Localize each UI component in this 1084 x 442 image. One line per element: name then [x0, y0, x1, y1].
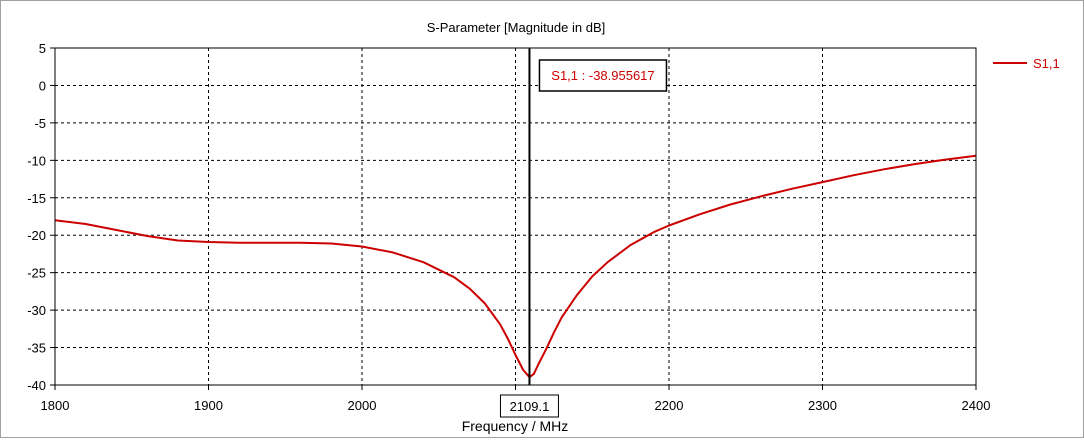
plot-border — [54, 47, 977, 386]
grid — [55, 48, 976, 385]
chart-title: S-Parameter [Magnitude in dB] — [427, 20, 605, 35]
y-tick-label: -35 — [27, 341, 46, 356]
y-tick-label: 0 — [39, 78, 46, 93]
x-tick-label: 2400 — [962, 398, 991, 413]
x-axis-label: Frequency / MHz — [462, 418, 569, 434]
x-tick-label: 1800 — [41, 398, 70, 413]
marker-value-label: S1,1 : -38.955617 — [551, 68, 654, 83]
marker-x-box — [499, 394, 559, 418]
marker-x-label: 2109.1 — [510, 399, 550, 414]
y-tick-label: 5 — [39, 41, 46, 56]
y-tick-label: -40 — [27, 378, 46, 393]
marker-value-box — [538, 59, 668, 92]
series-layer — [54, 154, 977, 379]
y-tick-label: -15 — [27, 191, 46, 206]
y-tick-label: -30 — [27, 303, 46, 318]
x-tick-label: 1900 — [194, 398, 223, 413]
y-tick-label: -20 — [27, 228, 46, 243]
legend: S1,1 — [993, 56, 1060, 71]
marker-layer[interactable]: S1,1 : -38.955617 2109.1 — [499, 48, 668, 418]
series-line-s11 — [54, 154, 977, 379]
y-tick-label: -10 — [27, 153, 46, 168]
x-tick-label: 2000 — [348, 398, 377, 413]
x-tick-label: 2300 — [808, 398, 837, 413]
y-tick-label: -5 — [34, 116, 46, 131]
legend-label: S1,1 — [1033, 56, 1060, 71]
y-axis: 5 0 -5 -10 -15 -20 -25 -30 -35 -40 — [27, 41, 55, 393]
x-tick-label: 2200 — [655, 398, 684, 413]
y-tick-label: -25 — [27, 266, 46, 281]
